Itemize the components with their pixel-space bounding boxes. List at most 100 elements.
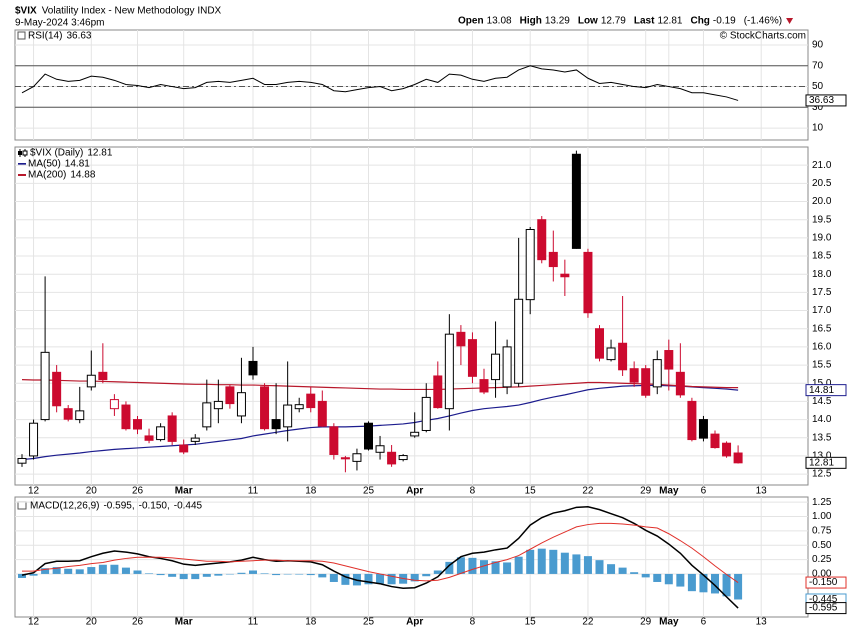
candle-body bbox=[398, 455, 408, 461]
quote-value: 12.81 bbox=[657, 16, 682, 27]
histogram-bar bbox=[179, 573, 188, 580]
x-tick-label: 20 bbox=[86, 617, 98, 628]
candle-body bbox=[306, 393, 316, 409]
macd-value-box bbox=[805, 602, 847, 615]
quote-value: -0.19 bbox=[713, 16, 736, 27]
histogram-bar bbox=[699, 573, 708, 593]
histogram-bar bbox=[191, 573, 200, 580]
candle-body bbox=[213, 400, 223, 410]
y-tick-label: 16.0 bbox=[812, 342, 832, 353]
y-tick-label: 17.0 bbox=[812, 305, 832, 316]
y-tick-label: 0.00 bbox=[812, 569, 832, 580]
y-tick-label: 17.5 bbox=[812, 287, 832, 298]
y-tick-label: 20.5 bbox=[812, 178, 832, 189]
x-tick-label: 13 bbox=[756, 486, 768, 497]
quote-value: 13.08 bbox=[487, 16, 512, 27]
y-tick-label: 13.5 bbox=[812, 432, 832, 443]
histogram-bar bbox=[722, 573, 731, 597]
candle-body bbox=[491, 353, 501, 381]
candle-body bbox=[733, 452, 743, 464]
histogram-bar bbox=[711, 573, 719, 594]
candle-body bbox=[375, 445, 385, 453]
candle-body bbox=[433, 375, 443, 409]
x-tick-label: May bbox=[659, 617, 679, 628]
candle-body bbox=[675, 371, 685, 396]
histogram-bar bbox=[41, 568, 50, 574]
histogram-bar bbox=[480, 560, 488, 574]
macd-panel bbox=[14, 496, 809, 618]
x-tick-label: Apr bbox=[406, 486, 423, 497]
y-tick-label: 30 bbox=[812, 102, 824, 113]
legend-label: MA(50) bbox=[28, 159, 61, 170]
y-tick-label: 15.0 bbox=[812, 378, 832, 389]
rsi-value-box bbox=[805, 94, 847, 107]
y-tick-label: 13.0 bbox=[812, 451, 832, 462]
histogram-bar bbox=[87, 567, 96, 574]
histogram-bar bbox=[468, 557, 477, 574]
legend-value: -0.150, bbox=[139, 501, 170, 512]
candle-body bbox=[629, 368, 639, 383]
quote-value: 12.79 bbox=[601, 16, 626, 27]
moving-average bbox=[21, 379, 739, 391]
candle-body bbox=[190, 437, 200, 442]
x-tick-label: 13 bbox=[756, 617, 768, 628]
histogram-bar bbox=[306, 573, 315, 576]
quote-label: Low bbox=[578, 16, 598, 27]
histogram-bar bbox=[549, 549, 558, 574]
y-tick-label: 12.5 bbox=[812, 469, 832, 480]
macd-value-box bbox=[805, 576, 847, 589]
candle-body bbox=[548, 251, 558, 268]
candle-body bbox=[571, 153, 581, 249]
histogram-bar bbox=[664, 573, 673, 585]
candle-body bbox=[537, 219, 547, 261]
candle-body bbox=[583, 251, 593, 314]
quote-label: High bbox=[520, 16, 542, 27]
candle-body bbox=[248, 360, 258, 376]
quote-label: Chg bbox=[690, 16, 709, 27]
moving-average bbox=[21, 384, 739, 461]
histogram-bar bbox=[249, 570, 257, 574]
candle-body bbox=[618, 342, 628, 371]
candle-body bbox=[364, 422, 373, 450]
x-tick-label: Apr bbox=[406, 617, 423, 628]
candle-body bbox=[652, 359, 662, 388]
candle-body bbox=[29, 422, 39, 457]
histogram-bar bbox=[225, 573, 234, 575]
candle-body bbox=[595, 328, 604, 359]
candle-body bbox=[294, 404, 304, 410]
x-tick-label: Mar bbox=[175, 617, 193, 628]
down-arrow bbox=[786, 18, 794, 24]
candle-body bbox=[467, 339, 477, 377]
candle-body bbox=[410, 431, 420, 437]
y-tick-label: 0.75 bbox=[812, 526, 832, 537]
candle-body bbox=[98, 371, 108, 381]
candle-body bbox=[710, 433, 720, 449]
histogram-bar bbox=[410, 573, 419, 582]
y-tick-label: 14.0 bbox=[812, 414, 832, 425]
candle-body bbox=[260, 386, 270, 430]
price-panel bbox=[14, 146, 809, 486]
histogram-bar bbox=[260, 573, 269, 574]
candle-body bbox=[514, 298, 524, 384]
histogram-bar bbox=[121, 567, 130, 574]
legend-value: 14.88 bbox=[70, 170, 95, 181]
histogram-bar bbox=[734, 573, 743, 600]
timestamp: 9-May-2024 3:46pm bbox=[15, 18, 105, 29]
candle-body bbox=[722, 442, 732, 457]
candle-body bbox=[421, 396, 431, 431]
legend-value: 14.81 bbox=[65, 159, 90, 170]
candle-body bbox=[202, 402, 212, 428]
histogram-bar bbox=[526, 549, 535, 574]
legend-label: MA(200) bbox=[28, 170, 66, 181]
x-tick-label: 25 bbox=[363, 486, 375, 497]
x-tick-label: 18 bbox=[305, 617, 317, 628]
candle-body bbox=[121, 404, 131, 430]
y-tick-label: 21.0 bbox=[812, 160, 832, 171]
histogram-bar bbox=[514, 556, 523, 574]
candle-body bbox=[664, 350, 674, 370]
histogram-bar bbox=[341, 573, 350, 585]
candle-body bbox=[698, 419, 708, 439]
histogram-bar bbox=[133, 570, 142, 574]
histogram-bar bbox=[75, 569, 84, 574]
histogram-bar bbox=[52, 567, 61, 574]
